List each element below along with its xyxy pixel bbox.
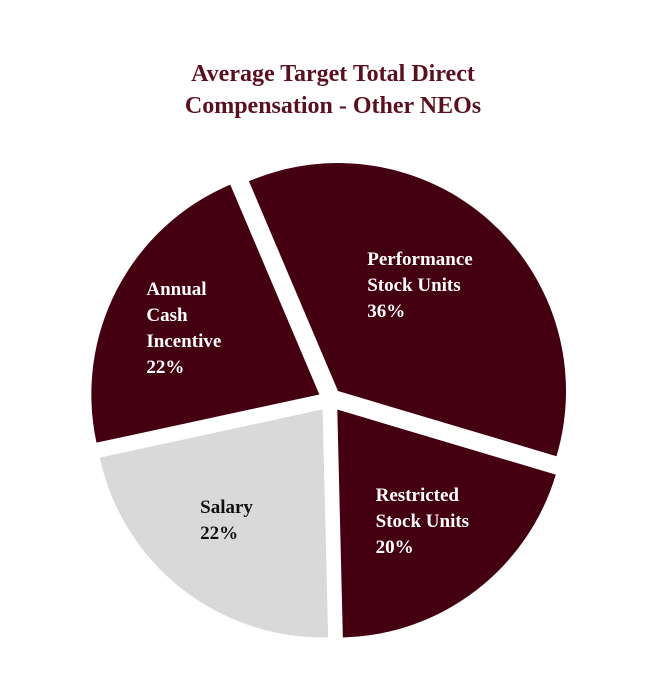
category-label: Annual Cash Incentive bbox=[146, 279, 222, 353]
category-label: Restricted Stock Units bbox=[375, 484, 470, 532]
slice-label: Annual Cash Incentive 22% bbox=[146, 277, 241, 381]
slice-label: Restricted Stock Units 20% bbox=[376, 483, 471, 561]
slice-label: Performance Stock Units 36% bbox=[367, 247, 497, 325]
pie-slice bbox=[91, 184, 320, 443]
category-label: Performance Stock Units bbox=[367, 248, 473, 296]
value-label: 20% bbox=[375, 536, 414, 558]
pie-slice bbox=[337, 409, 556, 638]
slice-label: Salary 22% bbox=[200, 495, 270, 547]
value-label: 22% bbox=[146, 357, 185, 379]
category-label: Salary bbox=[200, 496, 253, 518]
pie-slice bbox=[248, 163, 566, 457]
value-label: 36% bbox=[367, 300, 406, 322]
value-label: 22% bbox=[200, 522, 239, 544]
chart-title: Average Target Total Direct Compensation… bbox=[184, 61, 482, 119]
pie-slice bbox=[99, 409, 329, 638]
